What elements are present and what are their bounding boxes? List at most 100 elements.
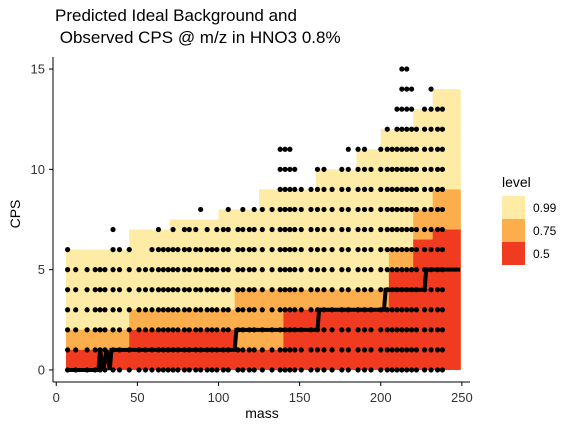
data-point xyxy=(240,287,245,292)
data-point xyxy=(143,367,148,372)
data-point xyxy=(321,187,326,192)
data-point xyxy=(428,167,433,172)
data-point xyxy=(287,347,292,352)
data-point xyxy=(414,127,419,132)
data-point xyxy=(409,267,414,272)
data-point xyxy=(355,347,360,352)
data-point xyxy=(260,367,265,372)
data-point xyxy=(260,247,265,252)
legend-key-0.99 xyxy=(502,196,525,219)
data-point xyxy=(435,187,440,192)
data-point xyxy=(394,267,399,272)
data-point xyxy=(422,307,427,312)
data-point xyxy=(149,307,154,312)
data-point xyxy=(269,267,274,272)
data-point xyxy=(409,347,414,352)
data-point xyxy=(368,347,373,352)
legend-key-0.75 xyxy=(502,219,525,242)
data-point xyxy=(149,287,154,292)
data-point xyxy=(182,267,187,272)
data-point xyxy=(278,187,283,192)
data-point xyxy=(161,367,166,372)
data-point xyxy=(394,307,399,312)
data-point xyxy=(292,227,297,232)
data-point xyxy=(394,127,399,132)
x-tick-label: 50 xyxy=(130,390,144,405)
data-point xyxy=(368,327,373,332)
data-point xyxy=(143,327,148,332)
data-point xyxy=(321,267,326,272)
data-point xyxy=(127,267,132,272)
data-point xyxy=(329,247,334,252)
data-point xyxy=(435,287,440,292)
data-point xyxy=(428,207,433,212)
data-point xyxy=(235,307,240,312)
data-point xyxy=(84,307,89,312)
data-point xyxy=(355,187,360,192)
data-point xyxy=(278,367,283,372)
data-point xyxy=(84,287,89,292)
data-point xyxy=(292,207,297,212)
data-point xyxy=(315,247,320,252)
data-point xyxy=(252,347,257,352)
data-point xyxy=(409,367,414,372)
data-point xyxy=(292,187,297,192)
data-point xyxy=(385,207,390,212)
data-point xyxy=(209,327,214,332)
data-point xyxy=(308,287,313,292)
data-point xyxy=(414,227,419,232)
data-point xyxy=(428,127,433,132)
data-point xyxy=(136,327,141,332)
data-point xyxy=(321,167,326,172)
data-point xyxy=(404,66,409,71)
data-point xyxy=(292,247,297,252)
data-point xyxy=(269,307,274,312)
data-point xyxy=(156,247,161,252)
data-point xyxy=(409,167,414,172)
data-point xyxy=(422,347,427,352)
x-tick-label: 200 xyxy=(370,390,392,405)
data-point xyxy=(339,347,344,352)
data-point xyxy=(127,247,132,252)
data-point xyxy=(378,347,383,352)
data-point xyxy=(136,287,141,292)
data-point xyxy=(287,307,292,312)
data-point xyxy=(287,267,292,272)
data-point xyxy=(321,247,326,252)
data-point xyxy=(292,167,297,172)
data-point xyxy=(339,247,344,252)
data-point xyxy=(170,267,175,272)
data-point xyxy=(428,86,433,91)
data-point xyxy=(404,227,409,232)
data-point xyxy=(414,367,419,372)
data-point xyxy=(428,187,433,192)
data-point xyxy=(193,287,198,292)
data-point xyxy=(394,187,399,192)
data-point xyxy=(240,267,245,272)
data-point xyxy=(378,287,383,292)
data-point xyxy=(346,147,351,152)
band-0.5-segment xyxy=(235,350,284,370)
data-point xyxy=(170,367,175,372)
data-point xyxy=(394,207,399,212)
data-point xyxy=(127,287,132,292)
data-point xyxy=(299,307,304,312)
data-point xyxy=(308,267,313,272)
data-point xyxy=(346,187,351,192)
data-point xyxy=(214,307,219,312)
data-point xyxy=(278,227,283,232)
data-point xyxy=(198,367,203,372)
data-point xyxy=(149,367,154,372)
data-point xyxy=(161,307,166,312)
data-point xyxy=(235,367,240,372)
data-point xyxy=(252,207,257,212)
y-axis-title: CPS xyxy=(7,200,23,229)
data-point xyxy=(292,347,297,352)
data-point xyxy=(214,267,219,272)
data-point xyxy=(187,327,192,332)
data-point xyxy=(435,227,440,232)
data-point xyxy=(368,287,373,292)
data-point xyxy=(260,307,265,312)
data-point xyxy=(362,147,367,152)
data-point xyxy=(65,287,70,292)
